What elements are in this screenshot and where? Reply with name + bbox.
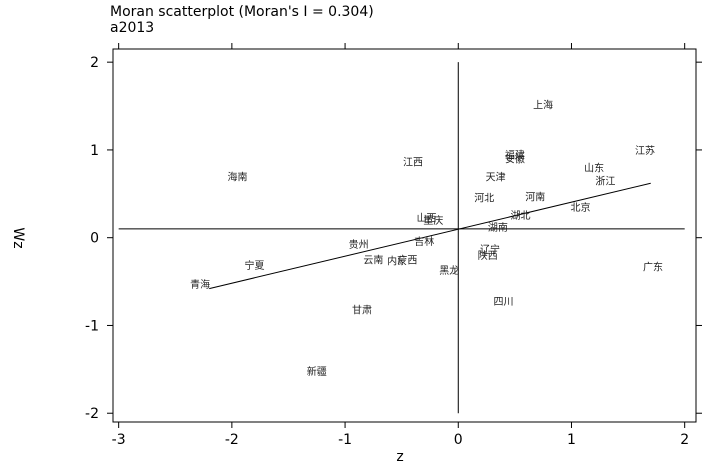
- x-tick-label: -3: [112, 432, 126, 448]
- point-label: 吉林: [414, 235, 434, 248]
- point-label: 陕西: [478, 249, 498, 262]
- point-label: 上海: [533, 98, 553, 111]
- x-tick-label: -1: [338, 432, 352, 448]
- point-label: 贵州: [349, 238, 369, 251]
- x-tick-label: 1: [567, 432, 576, 448]
- point-label: 辽宁: [480, 243, 500, 256]
- point-label: 江苏: [635, 144, 655, 157]
- point-label: 青海: [190, 278, 210, 291]
- y-tick-label: -2: [85, 406, 99, 422]
- point-label: 广东: [643, 261, 663, 274]
- point-label: 四川: [494, 297, 514, 308]
- point-label: 安徽: [505, 153, 525, 166]
- point-label: 天津: [486, 171, 506, 183]
- point-label: 海南: [228, 170, 248, 183]
- regression-line: [209, 182, 651, 290]
- y-tick-label: -1: [85, 318, 99, 334]
- point-label: 内蒙: [387, 255, 407, 268]
- point-label: 山西: [417, 213, 437, 225]
- chart-title: Moran scatterplot (Moran's I = 0.304): [110, 4, 374, 20]
- point-label: 浙江: [595, 176, 615, 188]
- y-tick-label: 0: [90, 231, 99, 247]
- point-label: 黑龙: [439, 264, 459, 277]
- plot-frame: [112, 48, 697, 423]
- point-label: 宁夏: [245, 259, 265, 272]
- x-axis-title: z: [396, 449, 403, 465]
- x-tick-label: -2: [225, 432, 239, 448]
- point-label: 湖南: [488, 221, 508, 234]
- chart-subtitle: a2013: [110, 20, 155, 36]
- point-label: 山东: [584, 161, 604, 174]
- point-label: 湖北: [511, 210, 531, 222]
- point-label: 新疆: [307, 365, 327, 378]
- y-axis-title: Wz: [10, 227, 26, 248]
- x-tick-label: 2: [680, 432, 689, 448]
- x-tick-label: 0: [454, 432, 463, 448]
- point-label: 江西: [403, 156, 423, 168]
- point-label: 河南: [525, 190, 545, 203]
- point-label: 甘肃: [352, 304, 372, 317]
- point-label: 河北: [474, 192, 494, 204]
- point-label: 重庆: [423, 214, 443, 227]
- y-tick-label: 1: [90, 143, 99, 159]
- point-label: 广西: [397, 255, 417, 267]
- point-label: 云南: [363, 254, 383, 267]
- point-label: 北京: [571, 201, 591, 214]
- point-label: 福建: [505, 148, 525, 161]
- y-tick-label: 2: [90, 55, 99, 71]
